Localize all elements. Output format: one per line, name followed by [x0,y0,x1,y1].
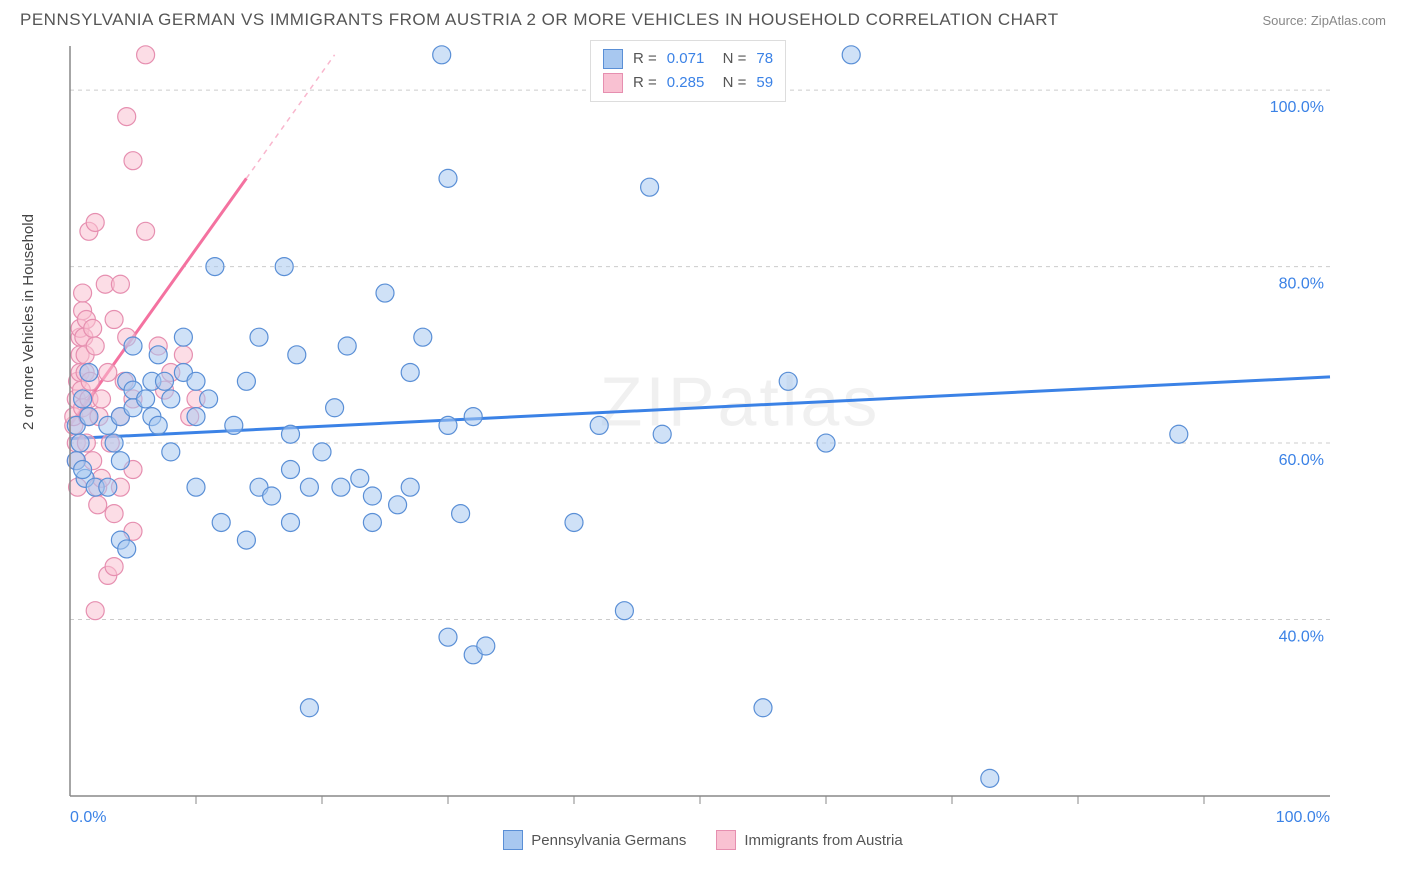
swatch-blue-icon [603,49,623,69]
stat-n-blue: 78 [756,47,773,71]
stats-row-pink: R = 0.285 N = 59 [603,71,773,95]
stat-r-pink: 0.285 [667,71,705,95]
y-axis-label: 2 or more Vehicles in Household [20,214,37,430]
svg-text:100.0%: 100.0% [1270,99,1324,116]
source-credit: Source: ZipAtlas.com [1262,13,1386,28]
legend-label-pink: Immigrants from Austria [744,832,902,849]
svg-text:40.0%: 40.0% [1279,629,1324,646]
stat-r-label: R = [633,47,657,71]
swatch-blue-icon [503,830,523,850]
stat-n-label: N = [714,71,746,95]
bottom-legend: Pennsylvania Germans Immigrants from Aus… [0,830,1406,850]
scatter-chart: 40.0%60.0%80.0%100.0%ZIPatlas0.0%100.0% [50,36,1360,826]
legend-item-blue: Pennsylvania Germans [503,830,686,850]
legend-item-pink: Immigrants from Austria [716,830,902,850]
title-bar: PENNSYLVANIA GERMAN VS IMMIGRANTS FROM A… [0,0,1406,36]
svg-text:60.0%: 60.0% [1279,452,1324,469]
svg-text:0.0%: 0.0% [70,809,106,826]
chart-title: PENNSYLVANIA GERMAN VS IMMIGRANTS FROM A… [20,10,1059,30]
swatch-pink-icon [603,73,623,93]
svg-text:100.0%: 100.0% [1276,809,1330,826]
swatch-pink-icon [716,830,736,850]
svg-text:80.0%: 80.0% [1279,276,1324,293]
chart-container: 40.0%60.0%80.0%100.0%ZIPatlas0.0%100.0% … [50,36,1386,826]
legend-label-blue: Pennsylvania Germans [531,832,686,849]
stat-r-blue: 0.071 [667,47,705,71]
stats-legend-box: R = 0.071 N = 78 R = 0.285 N = 59 [590,40,786,102]
stat-n-pink: 59 [756,71,773,95]
stats-row-blue: R = 0.071 N = 78 [603,47,773,71]
stat-r-label: R = [633,71,657,95]
stat-n-label: N = [714,47,746,71]
